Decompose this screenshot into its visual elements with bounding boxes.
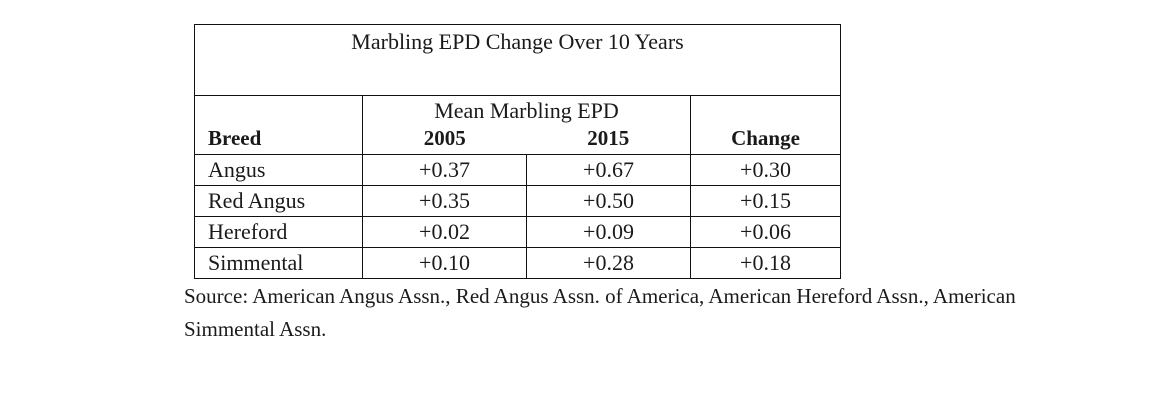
column-header-2005: 2005 xyxy=(362,122,527,155)
column-header-2015: 2015 xyxy=(526,122,691,155)
table-row: Angus +0.37 +0.67 +0.30 xyxy=(194,154,841,186)
change-cell: +0.06 xyxy=(690,216,841,248)
epd-2015-cell: +0.09 xyxy=(526,216,691,248)
change-cell: +0.18 xyxy=(690,247,841,279)
epd-2015-cell: +0.28 xyxy=(526,247,691,279)
epd-2015-cell: +0.50 xyxy=(526,185,691,217)
table-row: Red Angus +0.35 +0.50 +0.15 xyxy=(194,185,841,217)
source-note: Source: American Angus Assn., Red Angus … xyxy=(184,284,1016,341)
epd-2005-cell: +0.37 xyxy=(362,154,527,186)
column-header-change: Change xyxy=(690,122,841,155)
epd-2015-cell: +0.67 xyxy=(526,154,691,186)
group-header-mean-marbling: Mean Marbling EPD xyxy=(362,95,691,122)
epd-2005-cell: +0.10 xyxy=(362,247,527,279)
breed-cell: Angus xyxy=(194,154,363,186)
breed-cell: Simmental xyxy=(194,247,363,279)
change-cell: +0.30 xyxy=(690,154,841,186)
epd-2005-cell: +0.35 xyxy=(362,185,527,217)
change-cell: +0.15 xyxy=(690,185,841,217)
column-header-breed: Breed xyxy=(194,122,363,155)
breed-cell: Red Angus xyxy=(194,185,363,217)
epd-2005-cell: +0.02 xyxy=(362,216,527,248)
header-spacer-cell xyxy=(690,95,841,122)
table-row: Simmental +0.10 +0.28 +0.18 xyxy=(194,247,841,279)
column-header-row: Breed 2005 2015 Change xyxy=(194,122,841,155)
breed-cell: Hereford xyxy=(194,216,363,248)
header-spacer-cell xyxy=(194,95,363,122)
marbling-epd-table: Marbling EPD Change Over 10 Years Mean M… xyxy=(194,24,841,279)
table-title: Marbling EPD Change Over 10 Years xyxy=(194,24,841,96)
table-row: Hereford +0.02 +0.09 +0.06 xyxy=(194,216,841,248)
